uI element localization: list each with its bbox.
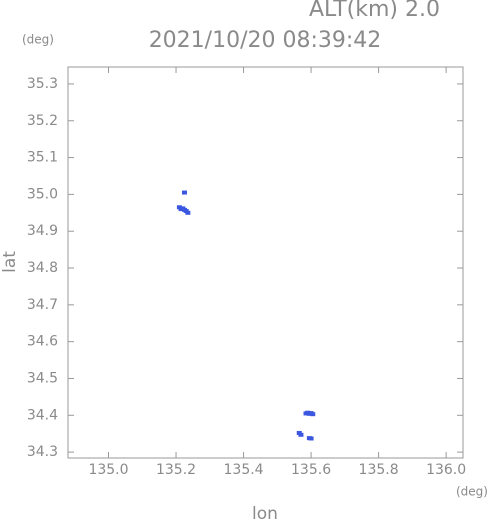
- y-tick-label: 35.1: [27, 150, 58, 166]
- altitude-label: ALT(km) 2.0: [309, 0, 440, 22]
- chart-title: 2021/10/20 08:39:42: [149, 28, 382, 53]
- x-unit: (deg): [456, 485, 488, 499]
- echo-point: [181, 190, 187, 195]
- y-axis-label: lat: [0, 251, 20, 273]
- echo-point: [185, 210, 191, 215]
- echo-point: [310, 412, 316, 417]
- y-tick-label: 34.5: [27, 370, 58, 386]
- y-tick-label: 35.2: [27, 113, 58, 129]
- x-tick-label: 135.2: [156, 462, 196, 478]
- x-tick-label: 135.8: [359, 462, 399, 478]
- y-tick-label: 35.3: [27, 76, 58, 92]
- x-tick-label: 136.0: [426, 462, 466, 478]
- y-tick-label: 34.8: [27, 260, 58, 276]
- y-tick-label: 34.3: [27, 444, 58, 460]
- y-tick-label: 34.9: [27, 223, 58, 239]
- y-tick-label: 34.7: [27, 297, 58, 313]
- echo-point: [308, 436, 314, 441]
- y-tick-label: 34.6: [27, 334, 58, 350]
- y-unit: (deg): [22, 33, 54, 47]
- x-tick-label: 135.4: [224, 462, 264, 478]
- echo-point: [298, 432, 304, 437]
- x-tick-label: 135.0: [88, 462, 128, 478]
- y-tick-label: 34.4: [27, 407, 58, 423]
- y-tick-label: 35.0: [27, 186, 58, 202]
- x-tick-label: 135.6: [291, 462, 331, 478]
- plot-frame: [67, 66, 464, 459]
- x-axis-label: lon: [252, 504, 278, 521]
